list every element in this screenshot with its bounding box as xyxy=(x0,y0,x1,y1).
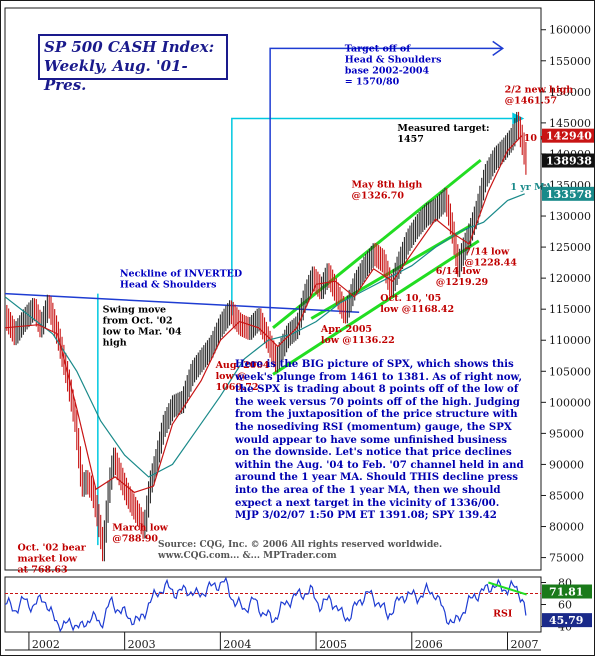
price-tag-box xyxy=(542,128,594,143)
annotation-new-high: 2/2 new high xyxy=(505,84,574,95)
annotation-swing: high xyxy=(103,337,127,348)
y-tick-label: 80000 xyxy=(549,521,584,534)
annotation-neckline: Head & Shoulders xyxy=(120,279,217,290)
annotation-oct10: low @1168.42 xyxy=(380,304,454,315)
x-tick-label: 2002 xyxy=(32,638,60,651)
price-tag-label: 138938 xyxy=(546,155,592,168)
rsi-tag-label: 71.81 xyxy=(549,586,583,599)
y-tick-label: 115000 xyxy=(549,303,591,316)
annotation-jun14: @1219.29 xyxy=(436,277,489,288)
price-tag-label: 133578 xyxy=(546,188,592,201)
annotation-jun14: 6/14 low xyxy=(436,266,482,277)
rsi-label: RSI xyxy=(493,609,513,620)
x-tick-label: 2004 xyxy=(223,638,251,651)
annotation-neckline: Neckline of INVERTED xyxy=(120,268,242,279)
x-tick-label: 2006 xyxy=(415,638,443,651)
y-tick-label: 125000 xyxy=(549,241,591,254)
x-tick-label: 2005 xyxy=(319,638,347,651)
y-tick-label: 130000 xyxy=(549,210,591,223)
chart-title-box: SP 500 CASH Index: Weekly, Aug. '01-Pres… xyxy=(38,34,228,94)
annotation-hs-target: base 2002-2004 xyxy=(345,65,430,76)
annotation-new-high: @1461.57 xyxy=(505,95,557,106)
measured-target-line xyxy=(231,117,513,316)
annotation-aug2004: 1060.72 xyxy=(216,382,259,393)
annotation-apr2005: low @1136.22 xyxy=(321,335,395,346)
y-tick-label: 155000 xyxy=(549,55,591,68)
price-tag-box xyxy=(542,153,594,168)
commentary-line: week's plunge from 1461 to 1381. As of r… xyxy=(235,370,523,383)
price-tag-box xyxy=(542,186,594,201)
y-tick-label: 145000 xyxy=(549,117,591,130)
commentary-line: within the Aug. '04 to Feb. '07 channel … xyxy=(235,458,524,471)
commentary-line: Here is the BIG picture of SPX, which sh… xyxy=(235,358,514,370)
annotation-oct02: Oct. '02 bear xyxy=(17,543,86,554)
annotation-jul14: 7/14 low xyxy=(464,247,510,258)
chart-title-line-1: SP 500 CASH Index: xyxy=(44,38,215,56)
annotation-oct10: Oct. 10, '05 xyxy=(380,293,441,304)
source-credit: Source: CQG, Inc. © 2006 All rights rese… xyxy=(158,540,442,562)
annotation-jul14: @1228.44 xyxy=(464,258,517,269)
commentary-line: MJP 3/02/07 1:50 PM ET 1391.08; SPY 139.… xyxy=(235,509,497,522)
y-tick-label: 75000 xyxy=(549,552,584,565)
y-tick-label: 120000 xyxy=(549,272,591,285)
channel-line xyxy=(272,239,480,376)
annotation-hs-target: Head & Shoulders xyxy=(345,54,442,65)
y-tick-label: 110000 xyxy=(549,334,591,347)
annotation-hs-target: = 1570/80 xyxy=(345,76,400,87)
commentary-line: into the area of the 1 year MA, then we … xyxy=(235,483,501,496)
y-tick-label: 90000 xyxy=(549,458,584,471)
commentary-line: the week versus 70 points off of the hig… xyxy=(235,395,520,408)
commentary-line: on the downside. Let's notice that price… xyxy=(235,446,512,459)
commentary-line: the nosediving RSI (momentum) gauge, the… xyxy=(235,420,512,433)
rsi-trendline xyxy=(488,581,527,596)
annotation-oct02: at 768.63 xyxy=(17,565,67,576)
annotation-mar-low: March low xyxy=(112,522,169,533)
neckline-line xyxy=(4,292,360,314)
commentary-line: expect a next target in the vicinity of … xyxy=(235,496,500,509)
annotation-may8: @1326.70 xyxy=(351,190,404,201)
source-line-2: www.CQG.com... &... MPTrader.com xyxy=(158,551,337,561)
annotation-swing: low to Mar. '04 xyxy=(103,326,182,337)
commentary-line: would appear to have some unfinished bus… xyxy=(235,433,507,446)
ma-10-week-line xyxy=(4,135,523,494)
x-tick-label: 2003 xyxy=(128,638,156,651)
commentary-line: from the juxtaposition of the price stru… xyxy=(235,408,518,421)
rsi-tag-box xyxy=(542,613,592,628)
annotation-mar-low: @788.90 xyxy=(112,533,158,544)
commentary-line: the SPX is trading about 8 points off of… xyxy=(235,383,519,396)
annotation-may8: May 8th high xyxy=(351,179,422,190)
rsi-tag-label: 45.79 xyxy=(549,614,583,627)
chart-title-line-2: Weekly, Aug. '01-Pres. xyxy=(44,57,188,94)
annotation-hs-target: Target off of xyxy=(345,43,411,54)
commentary-text: Here is the BIG picture of SPX, which sh… xyxy=(235,358,527,522)
x-tick-label: 2007 xyxy=(511,638,539,651)
y-tick-label: 105000 xyxy=(549,365,591,378)
annotation-measured-target: Measured target: xyxy=(397,123,489,134)
annotation-ma1y: 1 yr MA xyxy=(510,182,552,193)
y-tick-label: 95000 xyxy=(549,427,584,440)
source-line-1: Source: CQG, Inc. © 2006 All rights rese… xyxy=(158,540,443,550)
y-tick-label: 100000 xyxy=(549,396,591,409)
ma-1-year-line xyxy=(4,193,525,478)
annotation-aug2004: Aug. 2004 xyxy=(215,360,270,371)
annotation-swing: from Oct. '02 xyxy=(103,315,173,326)
hs-target-line xyxy=(269,47,503,322)
y-tick-label: 160000 xyxy=(549,24,591,37)
rsi-y-tick-label: 60 xyxy=(558,599,572,612)
price-tag-label: 142940 xyxy=(546,130,592,143)
annotation-aug2004: low @ xyxy=(216,371,247,382)
rsi-tag-box xyxy=(542,584,592,599)
y-tick-label: 85000 xyxy=(549,489,584,502)
annotation-oct02: market low xyxy=(17,554,77,565)
annotation-swing: Swing move xyxy=(103,304,166,315)
annotation-measured-target: 1457 xyxy=(397,134,423,145)
price-panel-frame xyxy=(4,7,542,571)
hs-target-arrowhead xyxy=(492,40,505,56)
y-tick-label: 150000 xyxy=(549,86,591,99)
rsi-line xyxy=(4,576,527,633)
commentary-line: around the 1 year MA. Should THIS declin… xyxy=(235,471,519,484)
annotation-apr2005: Apr. 2005 xyxy=(320,324,372,335)
